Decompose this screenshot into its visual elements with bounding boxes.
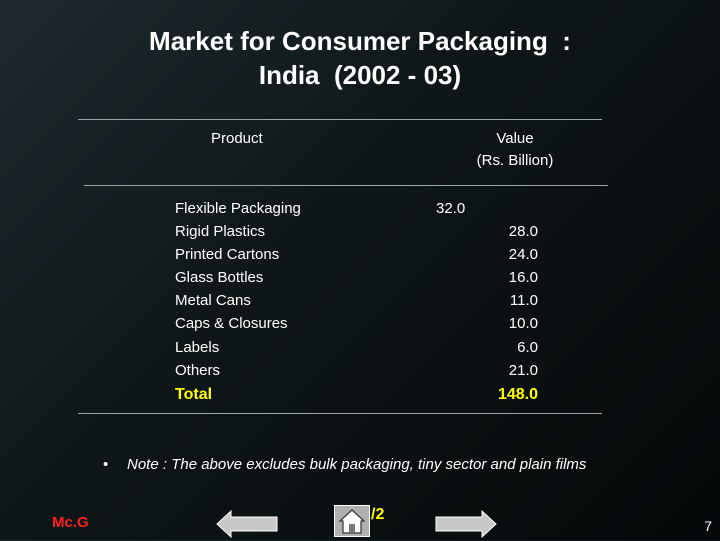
product-value: 16.0 (508, 269, 538, 287)
bullet: • (103, 456, 109, 473)
product-value: 6.0 (517, 338, 538, 356)
bottom-rule (78, 413, 602, 414)
table-row: Others 21.0 (0, 359, 720, 382)
product-header: Product (211, 130, 263, 147)
left-arrow-icon[interactable] (215, 509, 281, 539)
value-header-line-1: Value (496, 130, 534, 147)
total-label: Total (175, 386, 213, 403)
home-icon (338, 509, 366, 534)
product-name: Others (175, 361, 221, 379)
note-text: Note : The above excludes bulk packaging… (127, 456, 587, 473)
table-row: Glass Bottles 16.0 (0, 266, 720, 289)
title-line-1: Market for Consumer Packaging : (149, 26, 571, 56)
title-line-2: India (2002 - 03) (258, 60, 462, 90)
product-value: 32.0 (436, 200, 466, 217)
product-name: Caps & Closures (175, 315, 288, 333)
value-header-line-2: (Rs. Billion) (476, 152, 554, 169)
table-row: Printed Cartons 24.0 (0, 243, 720, 266)
top-rule (78, 119, 602, 120)
right-arrow-icon[interactable] (432, 509, 498, 539)
product-value: 24.0 (508, 246, 538, 264)
product-name: Rigid Plastics (175, 223, 266, 241)
product-value: 28.0 (508, 223, 538, 241)
product-name: Labels (175, 338, 220, 356)
product-name: Printed Cartons (175, 246, 280, 264)
table-row: Metal Cans 11.0 (0, 289, 720, 312)
footnote: • Note : The above excludes bulk packagin… (103, 455, 586, 475)
table-row: Flexible Packaging 32.0 (0, 197, 720, 220)
slide-title: Market for Consumer Packaging : India (2… (0, 24, 720, 92)
product-name: Glass Bottles (175, 269, 264, 287)
total-value: 148.0 (497, 386, 538, 403)
product-name: Metal Cans (175, 292, 251, 310)
home-button-label: /2 (371, 506, 385, 523)
product-value: 10.0 (508, 315, 538, 333)
table-body: Flexible Packaging 32.0 Rigid Plastics 2… (0, 197, 720, 382)
product-name: Flexible Packaging (175, 200, 301, 217)
table-row: Rigid Plastics 28.0 (0, 220, 720, 243)
product-value: 21.0 (508, 361, 538, 379)
table-row: Labels 6.0 (0, 336, 720, 359)
header-rule (84, 185, 608, 186)
value-header: Value (Rs. Billion) (440, 128, 590, 172)
page-number: 7 (704, 518, 712, 534)
home-button[interactable] (334, 505, 370, 537)
table-row: Caps & Closures 10.0 (0, 312, 720, 335)
publisher-logo: Mc.G (52, 514, 89, 531)
total-row: Total 148.0 (0, 383, 720, 407)
product-value: 11.0 (509, 292, 538, 310)
